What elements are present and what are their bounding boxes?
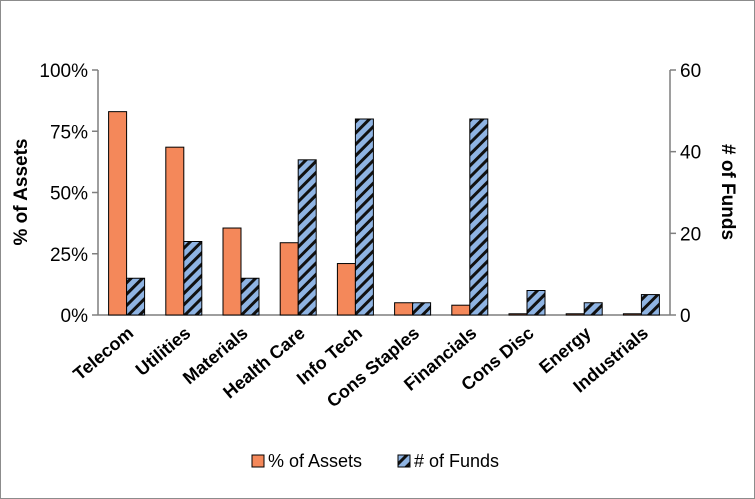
left-tick-label: 75% <box>50 122 88 143</box>
bar-funds <box>126 277 146 316</box>
bar-funds <box>526 290 546 316</box>
bar-assets <box>565 313 585 316</box>
legend-swatch-assets <box>251 454 265 468</box>
bar-assets <box>165 146 185 316</box>
category-label: Telecom <box>69 323 137 384</box>
left-axis-ticks: 0% 25% 50% 75% 100% <box>39 61 98 327</box>
bar-assets <box>622 313 642 316</box>
bar-assets <box>108 111 128 316</box>
left-axis-title: % of Assets <box>11 139 32 246</box>
bar-assets <box>222 227 242 316</box>
bar-funds <box>469 118 489 316</box>
bar-funds <box>583 302 603 316</box>
left-tick-label: 0% <box>61 306 89 327</box>
left-tick-label: 50% <box>50 184 88 205</box>
left-tick-label: 25% <box>50 245 88 266</box>
bar-assets <box>279 242 299 316</box>
bar-assets <box>508 313 528 316</box>
bar-funds <box>297 159 317 316</box>
bar-funds <box>183 241 203 316</box>
right-axis-title: # of Funds <box>717 144 738 240</box>
bar-funds <box>240 277 260 316</box>
right-tick-label: 60 <box>680 61 701 82</box>
bar-funds <box>640 294 660 316</box>
bar-funds <box>412 302 432 316</box>
legend: % of Assets # of Funds <box>251 451 499 471</box>
right-tick-label: 20 <box>680 224 701 245</box>
left-tick-label: 100% <box>39 61 88 82</box>
right-tick-label: 0 <box>680 306 691 327</box>
bars <box>108 111 660 316</box>
bar-assets <box>394 302 414 316</box>
right-axis-ticks: 0 20 40 60 <box>670 61 701 327</box>
bar-assets <box>336 263 356 316</box>
legend-label-assets: % of Assets <box>268 451 362 471</box>
legend-swatch-funds <box>397 454 411 468</box>
bar-assets <box>451 304 471 316</box>
legend-label-funds: # of Funds <box>414 451 499 471</box>
bar-funds <box>354 118 374 316</box>
right-tick-label: 40 <box>680 143 701 164</box>
